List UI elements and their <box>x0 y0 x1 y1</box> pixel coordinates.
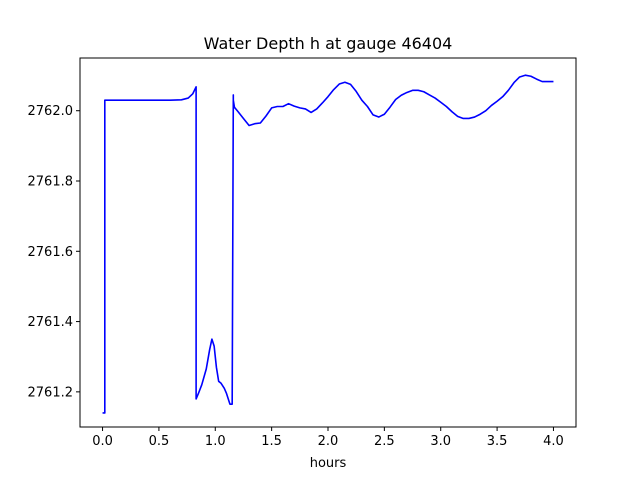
x-tick-label: 1.0 <box>205 434 226 449</box>
x-tick-label: 2.0 <box>318 434 339 449</box>
x-axis: 0.0 0.5 1.0 1.5 2.0 2.5 3.0 3.5 4.0 <box>92 427 564 449</box>
plot-frame <box>79 57 577 428</box>
x-tick-label: 4.0 <box>543 434 564 449</box>
y-tick-label: 2761.8 <box>28 175 74 190</box>
x-tick-label: 0.0 <box>92 434 113 449</box>
x-tick-label: 3.0 <box>430 434 451 449</box>
y-axis: 2761.2 2761.4 2761.6 2761.8 2762.0 <box>28 104 80 400</box>
y-tick-label: 2761.6 <box>28 245 74 260</box>
x-tick-label: 0.5 <box>149 434 170 449</box>
series-line <box>102 74 554 414</box>
series-layer <box>102 74 554 414</box>
chart-title: Water Depth h at gauge 46404 <box>204 34 453 53</box>
x-tick-label: 3.5 <box>487 434 508 449</box>
x-tick-label: 1.5 <box>261 434 282 449</box>
x-axis-label: hours <box>310 456 347 471</box>
y-tick-label: 2761.2 <box>28 385 74 400</box>
y-tick-label: 2761.4 <box>28 315 74 330</box>
y-tick-label: 2762.0 <box>28 104 74 119</box>
x-tick-label: 2.5 <box>374 434 395 449</box>
